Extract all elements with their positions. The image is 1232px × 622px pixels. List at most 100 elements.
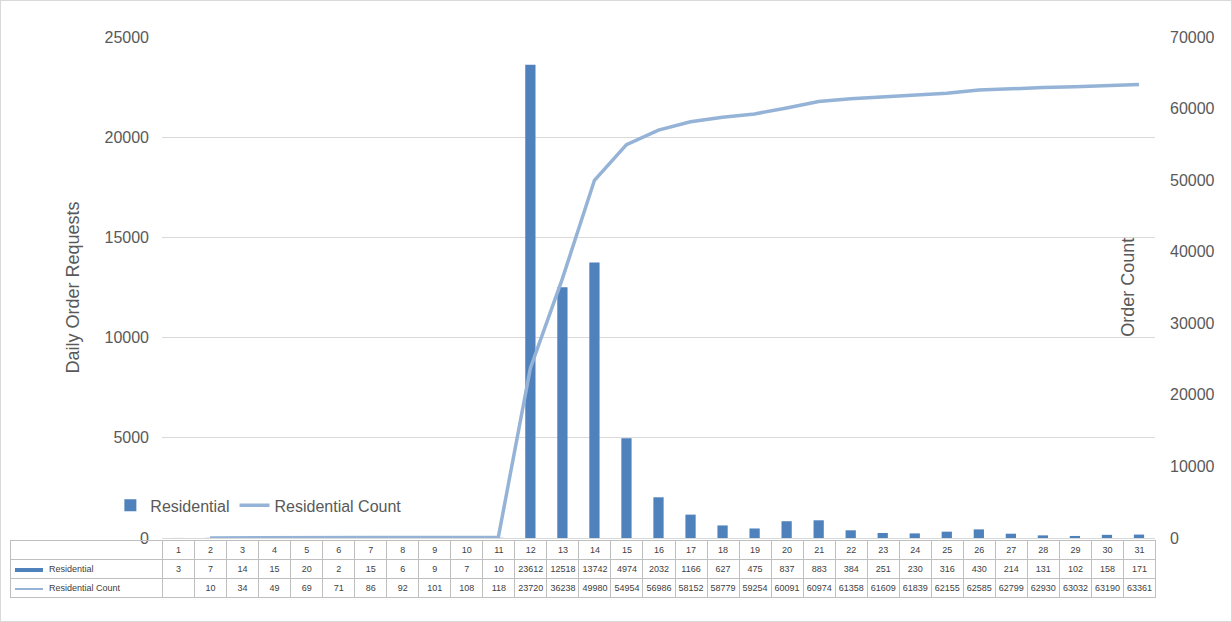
html-text:Residential Count: Residential Count — [49, 583, 120, 593]
html-text:23720: 23720 — [518, 583, 544, 593]
html-text:61358: 61358 — [838, 583, 864, 593]
html-text:71: 71 — [333, 583, 344, 593]
html-text:15: 15 — [621, 545, 632, 555]
svg-text:15000: 15000 — [105, 229, 150, 246]
html-text:10: 10 — [493, 564, 504, 574]
html-text:14: 14 — [589, 545, 600, 555]
html-text:384: 384 — [843, 564, 859, 574]
html-text:92: 92 — [397, 583, 408, 593]
html-text:28: 28 — [1038, 545, 1049, 555]
svg-text:0: 0 — [1170, 530, 1179, 547]
html-text:36238: 36238 — [550, 583, 576, 593]
html-text:23: 23 — [878, 545, 889, 555]
html-text:60974: 60974 — [806, 583, 832, 593]
html-text:25: 25 — [942, 545, 953, 555]
html-text:26: 26 — [974, 545, 985, 555]
html-text:59254: 59254 — [742, 583, 768, 593]
html-text:63190: 63190 — [1094, 583, 1120, 593]
html-text:13742: 13742 — [582, 564, 608, 574]
html-text:1166: 1166 — [681, 564, 701, 574]
html-text:883: 883 — [811, 564, 827, 574]
html-text:10: 10 — [461, 545, 472, 555]
html-text:251: 251 — [875, 564, 891, 574]
html-text:30: 30 — [1102, 545, 1113, 555]
html-text:58779: 58779 — [710, 583, 736, 593]
html-text:10: 10 — [205, 583, 216, 593]
html-text:475: 475 — [747, 564, 763, 574]
svg-text:10000: 10000 — [105, 329, 150, 346]
html-text:18: 18 — [718, 545, 728, 555]
html-text:158: 158 — [1099, 564, 1115, 574]
html-text:34: 34 — [237, 583, 248, 593]
html-text:837: 837 — [779, 564, 795, 574]
html-text:3: 3 — [240, 545, 246, 555]
html-text:61609: 61609 — [870, 583, 896, 593]
html-text:69: 69 — [301, 583, 312, 593]
html-text:16: 16 — [654, 545, 664, 555]
html-text:108: 108 — [459, 583, 475, 593]
html-text:15: 15 — [269, 564, 280, 574]
svg-text:20000: 20000 — [105, 129, 150, 146]
html-text:102: 102 — [1067, 564, 1083, 574]
html-text:316: 316 — [939, 564, 955, 574]
html-text:4: 4 — [272, 545, 278, 555]
html-text:627: 627 — [715, 564, 731, 574]
html-text:101: 101 — [427, 583, 443, 593]
html-text:49980: 49980 — [582, 583, 608, 593]
html-text:86: 86 — [365, 583, 376, 593]
html-text:49: 49 — [269, 583, 280, 593]
html-text:13: 13 — [557, 545, 568, 555]
html-text:214: 214 — [1003, 564, 1019, 574]
html-text:19: 19 — [750, 545, 761, 555]
html-text:24: 24 — [910, 545, 921, 555]
html-text:63361: 63361 — [1126, 583, 1152, 593]
html-text:118: 118 — [491, 583, 506, 593]
svg-text:5000: 5000 — [113, 429, 149, 446]
html-text:12: 12 — [525, 545, 536, 555]
html-text:23612: 23612 — [518, 564, 544, 574]
svg-text:25000: 25000 — [105, 29, 150, 46]
html-text:11: 11 — [494, 545, 504, 555]
html-text:12518: 12518 — [550, 564, 576, 574]
html-text:56986: 56986 — [646, 583, 672, 593]
svg-text:Daily Order Requests: Daily Order Requests — [63, 201, 83, 373]
html-text:5: 5 — [304, 545, 310, 555]
html-text:61839: 61839 — [902, 583, 928, 593]
html-text:14: 14 — [237, 564, 248, 574]
html-text:54954: 54954 — [614, 583, 640, 593]
svg-text:10000: 10000 — [1170, 458, 1215, 475]
html-text:31: 31 — [1134, 545, 1145, 555]
svg-text:50000: 50000 — [1170, 172, 1215, 189]
html-text:63032: 63032 — [1062, 583, 1088, 593]
html-text:430: 430 — [971, 564, 987, 574]
html-text:2032: 2032 — [649, 564, 669, 574]
html-text:Residential: Residential — [49, 564, 94, 574]
html-text:62585: 62585 — [966, 583, 992, 593]
html-text:20: 20 — [782, 545, 793, 555]
svg-text:0: 0 — [140, 530, 149, 547]
html-text:17: 17 — [686, 545, 696, 555]
svg-text:60000: 60000 — [1170, 100, 1215, 117]
html-text:22: 22 — [846, 545, 857, 555]
html-text:4974: 4974 — [616, 564, 637, 574]
html-text:62155: 62155 — [934, 583, 960, 593]
svg-text:Order Count: Order Count — [1118, 238, 1138, 337]
html-text:171: 171 — [1131, 564, 1147, 574]
svg-text:Residential Count: Residential Count — [275, 498, 402, 515]
svg-text:70000: 70000 — [1170, 29, 1215, 46]
html-text:27: 27 — [1006, 545, 1017, 555]
html-text:62930: 62930 — [1030, 583, 1056, 593]
svg-text:40000: 40000 — [1170, 243, 1215, 260]
html-text:20: 20 — [301, 564, 312, 574]
html-text:21: 21 — [814, 545, 825, 555]
svg-text:Residential: Residential — [150, 498, 229, 515]
html-text:58152: 58152 — [678, 583, 704, 593]
html-text:131: 131 — [1035, 564, 1051, 574]
svg-text:30000: 30000 — [1170, 315, 1215, 332]
html-text:62799: 62799 — [998, 583, 1024, 593]
html-text:29: 29 — [1070, 545, 1081, 555]
html-text:230: 230 — [907, 564, 923, 574]
svg-text:20000: 20000 — [1170, 386, 1215, 403]
html-text:15: 15 — [365, 564, 376, 574]
html-text:60091: 60091 — [774, 583, 800, 593]
